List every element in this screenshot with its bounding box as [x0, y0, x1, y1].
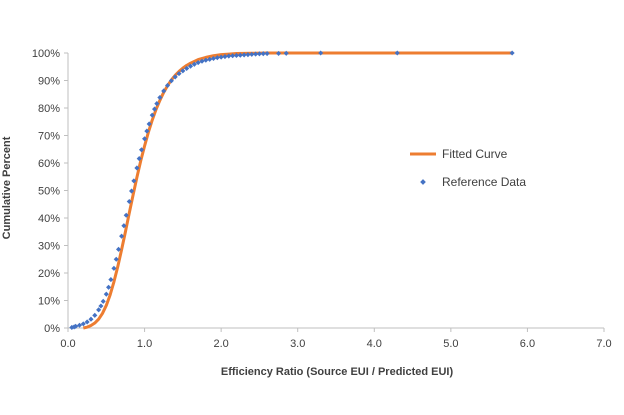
y-tick-label: 90% [38, 76, 60, 88]
y-tick-label: 40% [38, 213, 60, 225]
reference-data-point [157, 95, 163, 101]
reference-data-point [283, 50, 289, 56]
y-tick-label: 10% [38, 296, 60, 308]
reference-data-point [172, 74, 178, 80]
x-tick-label: 1.0 [137, 338, 152, 350]
y-tick-label: 80% [38, 103, 60, 115]
reference-data-point [123, 212, 129, 218]
y-tick-label: 60% [38, 158, 60, 170]
reference-data-point [144, 128, 150, 134]
reference-data-point [129, 188, 135, 194]
reference-data-point [96, 307, 102, 313]
x-tick-label: 0.0 [60, 338, 75, 350]
reference-data-point [149, 112, 155, 118]
reference-data-point [264, 51, 270, 57]
reference-data-point [318, 50, 324, 56]
reference-data-point [92, 312, 98, 318]
reference-data-point [131, 178, 137, 184]
y-axis: 0% 10% 20% 30% 40% 50% 60% 70% 80% 90% 100% [32, 48, 69, 335]
y-tick-label: 100% [32, 48, 60, 60]
reference-data-point [394, 50, 400, 56]
reference-data-point [119, 233, 125, 239]
reference-data-point [184, 65, 190, 71]
x-tick-label: 7.0 [596, 338, 611, 350]
y-axis-title: Cumulative Percent [1, 136, 13, 239]
legend-reference-data-label: Reference Data [442, 175, 526, 189]
x-tick-label: 3.0 [290, 338, 305, 350]
reference-data-point [88, 316, 94, 322]
reference-data-point [115, 246, 122, 252]
x-tick-label: 5.0 [443, 338, 458, 350]
reference-data-point [203, 57, 209, 63]
reference-data-point [134, 165, 140, 171]
reference-data-point [245, 52, 251, 58]
reference-data-point [106, 284, 112, 290]
legend-reference-data-marker [420, 179, 426, 185]
x-tick-label: 2.0 [213, 338, 228, 350]
reference-data-point [98, 303, 104, 309]
reference-data-point [103, 291, 109, 297]
fitted-curve-line [82, 51, 513, 330]
reference-data-point [233, 52, 240, 59]
y-tick-label: 0% [44, 323, 60, 335]
x-tick-label: 6.0 [520, 338, 535, 350]
x-axis: 0.0 1.0 2.0 3.0 4.0 5.0 6.0 7.0 [60, 327, 612, 350]
reference-data-point [80, 321, 86, 327]
reference-data-point [226, 53, 232, 59]
reference-data-point [136, 156, 142, 162]
reference-data-point [241, 52, 247, 58]
x-axis-title: Efficiency Ratio (Source EUI / Predicted… [221, 366, 454, 378]
reference-data-point [164, 82, 171, 88]
y-tick-label: 30% [38, 241, 60, 253]
reference-data-point [121, 223, 127, 229]
legend-fitted-curve-label: Fitted Curve [442, 147, 508, 161]
plot-area [69, 50, 515, 330]
x-tick-label: 4.0 [367, 338, 382, 350]
y-tick-label: 70% [38, 131, 60, 143]
y-tick-label: 50% [38, 186, 60, 198]
y-tick-label: 20% [38, 268, 60, 280]
legend: Fitted Curve Reference Data [410, 147, 526, 189]
reference-data-point [195, 60, 201, 66]
reference-data-point [509, 50, 515, 56]
reference-data-point [187, 63, 194, 69]
reference-data-point [100, 298, 106, 304]
reference-data-point [222, 54, 228, 60]
reference-data-point [113, 256, 119, 262]
reference-data-point [142, 136, 148, 142]
reference-data-point [230, 53, 236, 59]
reference-data-point [161, 88, 167, 94]
reference-data-point [180, 68, 186, 74]
reference-data-point [214, 55, 220, 61]
reference-data-point [138, 147, 145, 153]
